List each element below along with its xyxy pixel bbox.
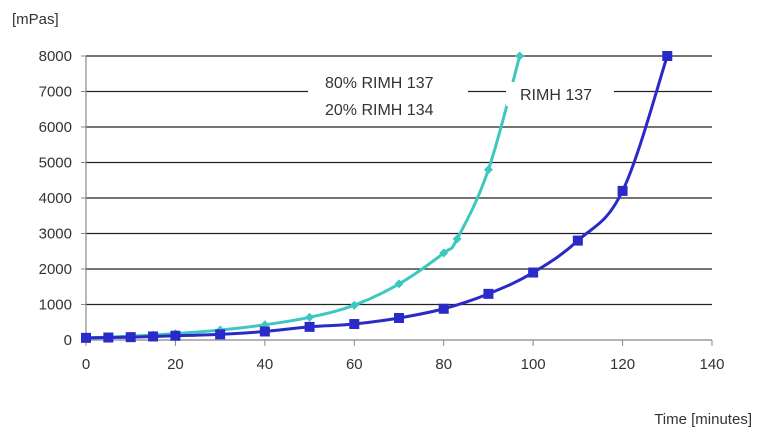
data-point-square bbox=[617, 185, 628, 196]
y-axis-unit: [mPas] bbox=[12, 11, 59, 28]
data-point-square bbox=[483, 288, 494, 299]
data-point-diamond bbox=[394, 279, 404, 289]
data-point-square bbox=[662, 51, 673, 61]
series-label: RIMH 137 bbox=[520, 87, 592, 104]
data-point-square bbox=[572, 235, 583, 246]
x-tick-label: 20 bbox=[167, 356, 184, 373]
data-point-square bbox=[148, 331, 159, 342]
x-tick-label: 140 bbox=[699, 356, 724, 373]
data-point-diamond bbox=[452, 234, 462, 244]
series-label-bg bbox=[506, 82, 614, 106]
y-tick-label: 2000 bbox=[39, 261, 72, 278]
y-tick-label: 8000 bbox=[39, 48, 72, 65]
x-tick-label: 60 bbox=[346, 356, 363, 373]
data-point-square bbox=[528, 267, 539, 278]
x-tick-label: 100 bbox=[521, 356, 546, 373]
data-point-square bbox=[103, 332, 114, 343]
data-point-square bbox=[125, 332, 136, 343]
y-tick-label: 4000 bbox=[39, 190, 72, 207]
y-tick-label: 1000 bbox=[39, 297, 72, 314]
y-tick-label: 3000 bbox=[39, 226, 72, 243]
x-tick-label: 120 bbox=[610, 356, 635, 373]
y-tick-label: 7000 bbox=[39, 84, 72, 101]
data-point-diamond bbox=[305, 312, 315, 322]
data-point-square bbox=[349, 319, 360, 330]
data-point-square bbox=[394, 312, 404, 323]
x-tick-label: 80 bbox=[435, 356, 452, 373]
data-point-square bbox=[81, 332, 91, 343]
y-tick-label: 5000 bbox=[39, 155, 72, 172]
series-layer bbox=[81, 51, 673, 343]
series-label: 20% RIMH 134 bbox=[325, 102, 434, 119]
data-point-diamond bbox=[515, 51, 525, 61]
data-point-diamond bbox=[483, 165, 493, 175]
data-point-diamond bbox=[439, 248, 449, 258]
y-tick-label: 0 bbox=[64, 332, 72, 349]
data-point-square bbox=[438, 303, 449, 314]
data-point-square bbox=[304, 321, 315, 332]
x-axis-unit: Time [minutes] bbox=[654, 411, 752, 428]
data-point-square bbox=[170, 330, 181, 341]
x-tick-label: 0 bbox=[82, 356, 90, 373]
data-point-square bbox=[215, 329, 226, 340]
data-point-diamond bbox=[349, 300, 359, 310]
series-label: 80% RIMH 137 bbox=[325, 75, 434, 92]
series-label-bg bbox=[308, 68, 468, 120]
gridlines bbox=[86, 55, 712, 306]
data-point-square bbox=[259, 326, 270, 337]
y-tick-label: 6000 bbox=[39, 119, 72, 136]
series-labels: 80% RIMH 137 20% RIMH 134 RIMH 137 bbox=[308, 68, 614, 120]
axes: 0 1000 2000 3000 4000 5000 6000 7000 8000 0 20 40 60… bbox=[12, 11, 752, 428]
x-tick-label: 40 bbox=[257, 356, 274, 373]
